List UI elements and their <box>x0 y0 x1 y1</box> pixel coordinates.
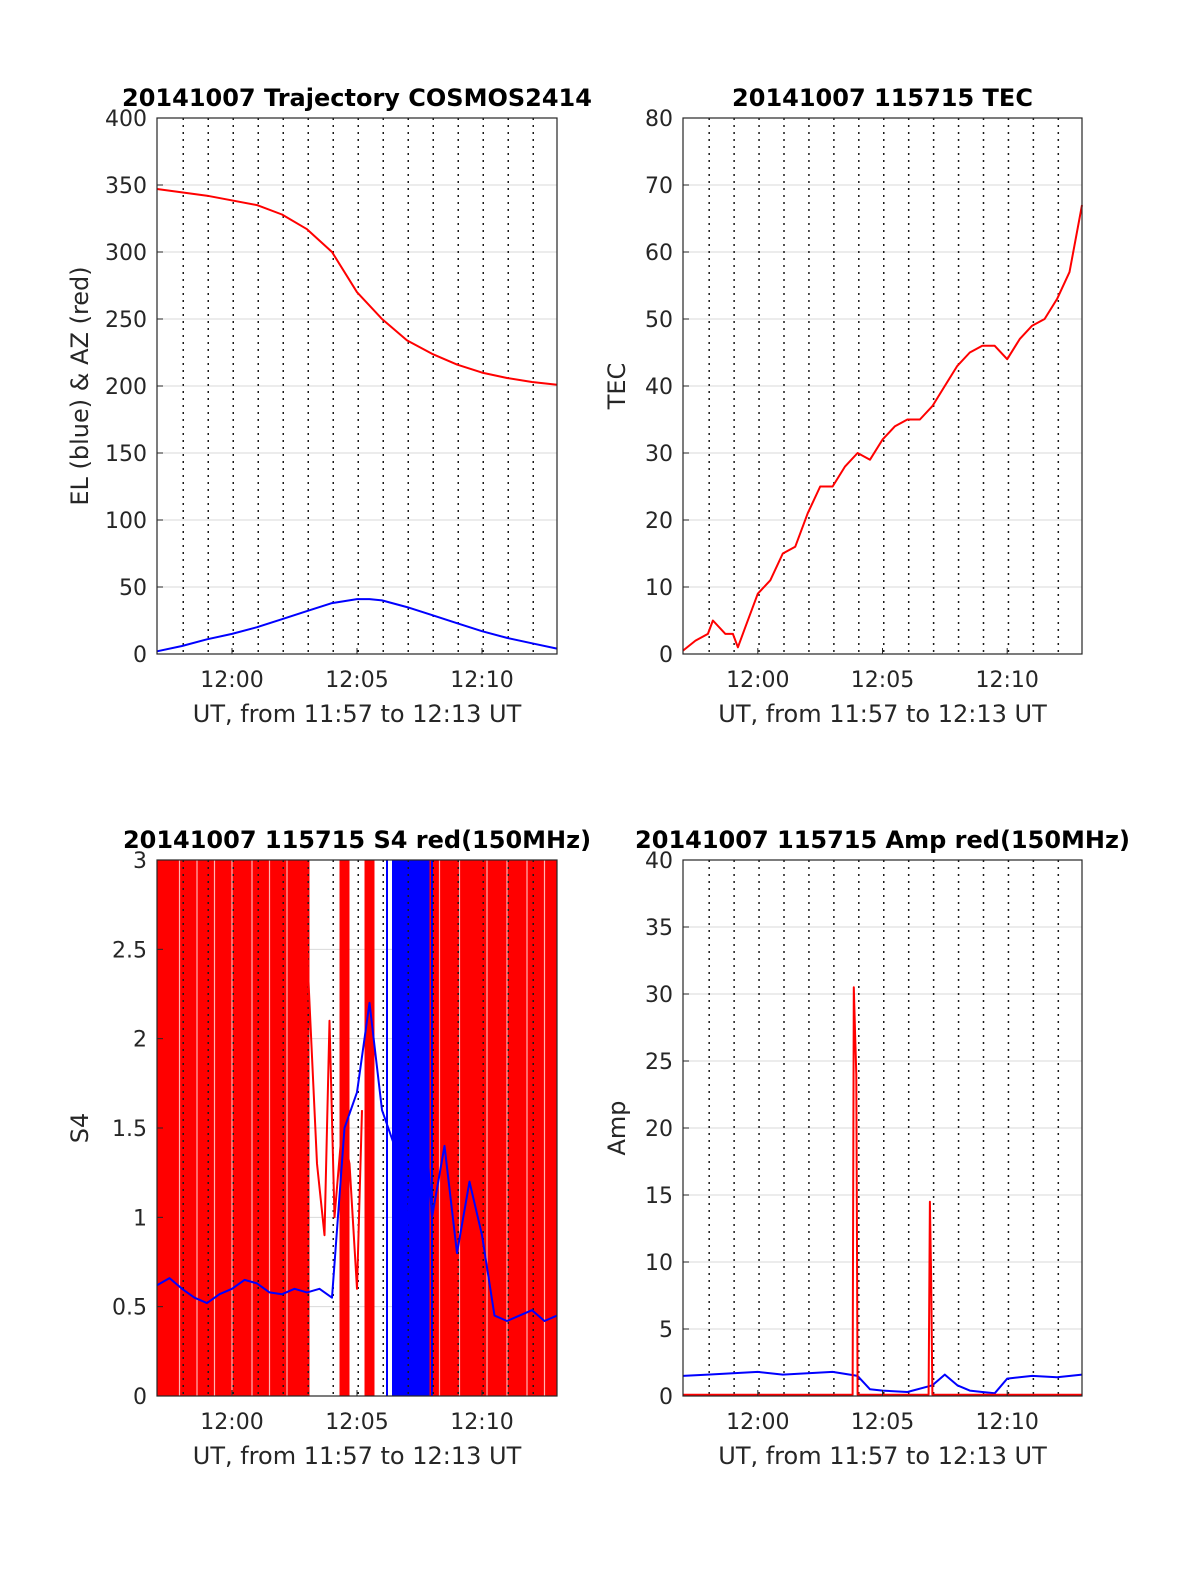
x-tick-label: 12:05 <box>851 1410 914 1435</box>
y-tick-label: 80 <box>645 107 673 132</box>
x-tick-label: 12:10 <box>975 1410 1038 1435</box>
chart-title: 20141007 115715 TEC <box>732 84 1033 112</box>
y-tick-label: 0 <box>133 1385 147 1410</box>
y-tick-label: 400 <box>105 107 147 132</box>
y-tick-label: 50 <box>645 308 673 333</box>
y-tick-label: 350 <box>105 174 147 199</box>
x-axis-label: UT, from 11:57 to 12:13 UT <box>718 1442 1047 1470</box>
y-tick-label: 1 <box>133 1206 147 1231</box>
x-axis-label: UT, from 11:57 to 12:13 UT <box>718 700 1047 728</box>
y-axis-label: EL (blue) & AZ (red) <box>66 266 94 505</box>
series-line-0 <box>303 895 363 1290</box>
y-axis-label: S4 <box>66 1113 94 1144</box>
y-tick-label: 200 <box>105 375 147 400</box>
y-tick-label: 20 <box>645 1117 673 1142</box>
y-tick-label: 50 <box>119 576 147 601</box>
x-tick-label: 12:05 <box>325 1410 388 1435</box>
x-tick-label: 12:10 <box>450 668 513 693</box>
chart-title: 20141007 Trajectory COSMOS2414 <box>122 84 592 112</box>
s4-blue-band <box>392 860 430 1396</box>
y-tick-label: 2 <box>133 1028 147 1053</box>
tec-panel: 0 10 20 30 40 50 60 70 80 12:00 12:05 12:10 20141007… <box>603 84 1083 728</box>
y-tick-label: 30 <box>645 983 673 1008</box>
y-axis-label: TEC <box>603 363 631 411</box>
x-axis-label: UT, from 11:57 to 12:13 UT <box>193 700 522 728</box>
s4-red-band <box>424 860 557 1396</box>
chart-title: 20141007 115715 Amp red(150MHz) <box>635 826 1130 854</box>
y-tick-label: 0 <box>133 643 147 668</box>
y-tick-label: 25 <box>645 1050 673 1075</box>
y-tick-label: 60 <box>645 241 673 266</box>
series-line-1 <box>156 1001 558 1322</box>
amp-panel: 0 5 10 15 20 25 30 35 40 12:00 12:05 12:10 20141007 … <box>603 826 1130 1470</box>
series-line-1 <box>683 986 1082 1396</box>
x-tick-label: 12:10 <box>450 1410 513 1435</box>
y-tick-label: 10 <box>645 576 673 601</box>
y-tick-label: 0.5 <box>112 1296 147 1321</box>
x-tick-label: 12:00 <box>726 668 789 693</box>
y-tick-label: 3 <box>133 849 147 874</box>
x-tick-label: 12:05 <box>325 668 388 693</box>
y-tick-label: 40 <box>645 849 673 874</box>
y-tick-label: 20 <box>645 509 673 534</box>
s4-red-band <box>364 860 375 1396</box>
x-tick-label: 12:10 <box>975 668 1038 693</box>
y-tick-label: 0 <box>659 643 673 668</box>
y-tick-label: 35 <box>645 916 673 941</box>
x-tick-label: 12:00 <box>726 1410 789 1435</box>
y-tick-label: 5 <box>659 1318 673 1343</box>
y-tick-label: 30 <box>645 442 673 467</box>
s4-panel: 0 0.5 1 1.5 2 2.5 3 12:00 12:05 12:10 20141007 115… <box>66 826 591 1470</box>
y-axis-label: Amp <box>603 1100 631 1155</box>
y-tick-label: 15 <box>645 1184 673 1209</box>
x-tick-label: 12:00 <box>200 668 263 693</box>
series-line-0 <box>682 1370 1083 1395</box>
y-tick-label: 1.5 <box>112 1117 147 1142</box>
series-line-0 <box>682 204 1083 652</box>
y-tick-label: 2.5 <box>112 938 147 963</box>
y-tick-label: 150 <box>105 442 147 467</box>
trajectory-panel: 0 50 100 150 200 250 300 350 400 12:00 12:05 12:10 2… <box>66 84 592 728</box>
series-line-0 <box>156 188 558 386</box>
y-tick-label: 10 <box>645 1251 673 1276</box>
x-tick-label: 12:00 <box>200 1410 263 1435</box>
y-tick-label: 100 <box>105 509 147 534</box>
y-tick-label: 300 <box>105 241 147 266</box>
y-tick-label: 70 <box>645 174 673 199</box>
x-axis-label: UT, from 11:57 to 12:13 UT <box>193 1442 522 1470</box>
chart-title: 20141007 115715 S4 red(150MHz) <box>123 826 591 854</box>
y-tick-label: 250 <box>105 308 147 333</box>
y-tick-label: 0 <box>659 1385 673 1410</box>
y-tick-label: 40 <box>645 375 673 400</box>
series-line-1 <box>156 598 558 653</box>
x-tick-label: 12:05 <box>851 668 914 693</box>
